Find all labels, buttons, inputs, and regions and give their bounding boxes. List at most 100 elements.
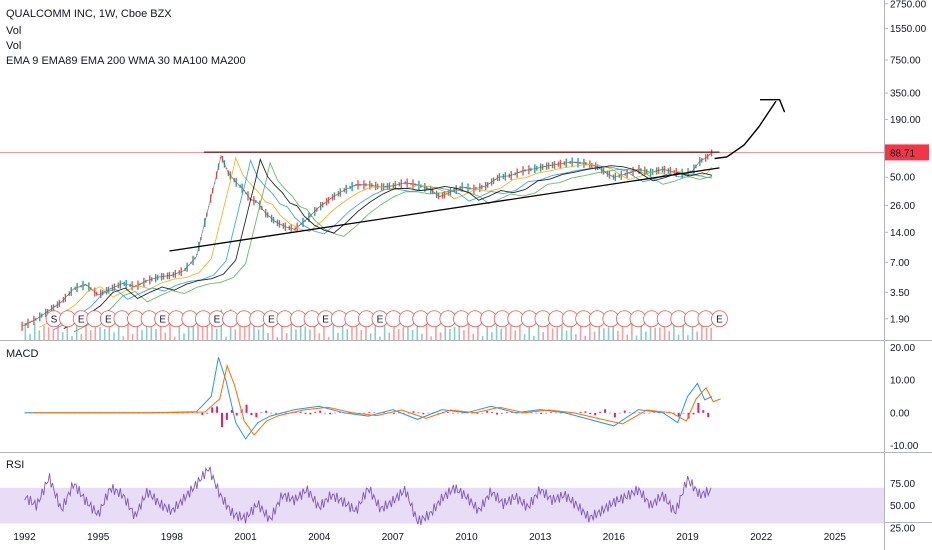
volume-bar (108, 324, 111, 340)
volume-bar (500, 328, 503, 340)
macd-histogram-bar (456, 412, 459, 414)
macd-histogram-bar (245, 404, 248, 413)
volume-bar (626, 334, 629, 340)
volume-bar (360, 329, 363, 340)
volume-bar (52, 328, 55, 340)
volume-bar (234, 329, 237, 340)
macd-tick-label: 10.00 (890, 376, 915, 387)
time-tick-label: 2013 (529, 532, 552, 543)
price-tick-label: 7.00 (890, 258, 910, 269)
macd-histogram-bar (594, 412, 597, 416)
macd-histogram-bar (309, 412, 312, 415)
volume-bar (122, 336, 125, 340)
earnings-marker-label: E (377, 314, 384, 325)
volume-bar (411, 329, 414, 340)
volume-bar (169, 323, 171, 340)
volume-bar (85, 323, 87, 340)
volume-bar (710, 327, 712, 340)
volume-bar (649, 325, 652, 340)
volume-bar (346, 329, 349, 340)
volume-bar (519, 323, 521, 340)
macd-histogram-bar (496, 412, 499, 415)
volume-bar (178, 323, 181, 340)
time-tick-label: 1998 (161, 532, 184, 543)
time-tick-label: 2025 (824, 532, 847, 543)
support-trendline (169, 167, 720, 252)
macd-histogram-bar (481, 412, 484, 414)
volume-bar (379, 336, 381, 340)
macd-histogram-bar (658, 412, 661, 414)
volume-bar (243, 322, 246, 340)
volume-bar (640, 323, 643, 340)
macd-histogram-bar (471, 412, 474, 414)
macd-histogram-bar (216, 406, 219, 413)
volume-bar (654, 328, 657, 340)
macd-histogram-bar (466, 412, 469, 414)
volume-bar (603, 328, 605, 340)
moving-averages-legend: EMA 9 EMA89 EMA 200 WMA 30 MA100 MA200 (6, 55, 246, 67)
macd-histogram-bar (628, 412, 631, 413)
volume-bar (598, 324, 601, 340)
time-tick-label: 2010 (455, 532, 478, 543)
earnings-marker-label: E (214, 314, 221, 325)
volume-bar (617, 330, 619, 340)
macd-histogram-bar (461, 412, 464, 414)
macd-histogram-bar (181, 412, 184, 414)
volume-bar (407, 326, 409, 340)
time-tick-label: 2004 (308, 532, 331, 543)
volume-bar (248, 315, 251, 340)
volume-bar (271, 323, 274, 340)
volume-bar (439, 332, 442, 340)
volume-bar (621, 323, 624, 340)
volume-bar (155, 329, 157, 340)
volume-bar (402, 326, 405, 340)
macd-histogram-bar (510, 412, 513, 413)
volume-bar (607, 327, 610, 340)
volume-bar (691, 323, 694, 340)
time-tick-label: 2007 (382, 532, 405, 543)
volume-bar (267, 333, 269, 340)
volume-bar (365, 324, 367, 340)
volume-bar (570, 323, 573, 340)
earnings-marker-label: E (159, 314, 166, 325)
macd-histogram-bar (486, 411, 489, 413)
macd-histogram-bar (540, 412, 543, 414)
price-tick-label: 50.00 (890, 173, 915, 184)
macd-histogram-bar (648, 412, 651, 414)
macd-histogram-bar (299, 411, 302, 413)
volume-bar (575, 334, 577, 340)
volume-bar (299, 326, 302, 340)
volume-bar (103, 328, 106, 340)
volume-bar (197, 315, 199, 340)
volume-bar (351, 326, 353, 340)
volume-bar (696, 331, 698, 340)
volume-bar (75, 323, 78, 340)
macd-histogram-bar (196, 412, 199, 414)
macd-histogram-bar (707, 412, 710, 418)
volume-bar (211, 311, 213, 340)
macd-histogram-bar (319, 410, 322, 413)
rsi-pane-label: RSI (6, 459, 25, 471)
volume-bar (383, 323, 386, 340)
volume-bar (285, 333, 288, 340)
volume-bar (141, 329, 143, 340)
volume-bar (453, 326, 456, 340)
volume-bar (701, 325, 703, 340)
volume-bar (201, 316, 204, 340)
volume-bar (612, 325, 615, 340)
price-tick-label: 1.90 (890, 314, 910, 325)
earnings-marker-label: E (716, 314, 723, 325)
macd-histogram-bar (505, 412, 508, 413)
volume-bar (677, 334, 680, 340)
macd-histogram-bar (491, 412, 494, 413)
macd-histogram-bar (417, 412, 420, 413)
earnings-marker (711, 310, 728, 328)
macd-histogram-bar (422, 412, 425, 415)
volume-bar (397, 328, 400, 340)
macd-histogram-bar (554, 412, 557, 414)
macd-histogram-bar (221, 412, 223, 428)
macd-histogram-bar (446, 412, 449, 413)
time-tick-label: 1992 (13, 532, 36, 543)
